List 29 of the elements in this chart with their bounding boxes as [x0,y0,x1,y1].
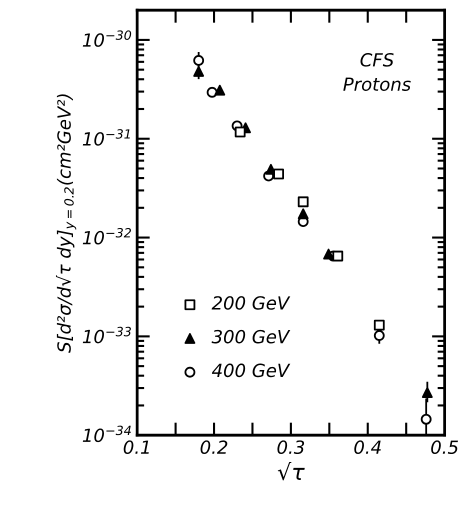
legend-label: 400 GeV [212,364,290,378]
x-tick-label: 0.3 [277,440,304,454]
point [193,66,204,77]
point [420,414,432,425]
point [234,126,246,138]
legend-label: 200 GeV [212,296,290,310]
y-tick-label: 10$^{−31}$ [82,129,130,146]
point [374,320,385,331]
point [422,387,433,398]
point [323,248,334,260]
y-tick-label: 10$^{−33}$ [82,326,131,344]
x-tick-label: 0.1 [124,440,149,454]
y-tick-label: 10$^{−32}$ [82,228,131,245]
x-axis-title: √τ [278,462,305,480]
point [374,330,385,341]
point [206,86,218,98]
legend-label: 300 GeV [212,330,290,344]
x-tick-label: 0.5 [431,440,458,454]
point [193,55,204,66]
point [273,168,284,180]
point [298,208,309,220]
x-tick-label: 0.4 [354,440,381,454]
point [332,250,344,262]
point [298,196,309,208]
x-tick-label: 0.2 [200,440,228,454]
y-axis-title: S[d²σ/d√τ dy]$_{y=0.2}$(cm²GeV²) [56,94,76,353]
y-tick-label: 10$^{−30}$ [82,30,132,47]
point [214,84,226,96]
annotation: CFS Protons [343,53,411,91]
